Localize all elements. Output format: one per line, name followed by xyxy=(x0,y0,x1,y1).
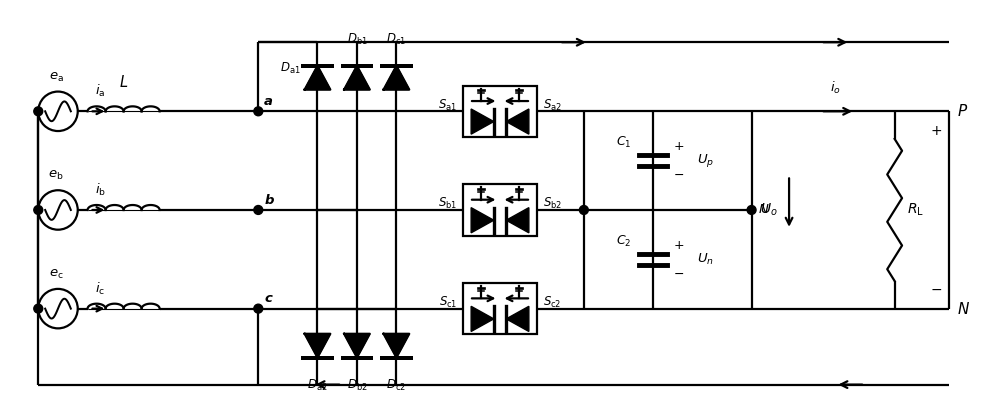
Text: $S_{\rm c2}$: $S_{\rm c2}$ xyxy=(543,295,561,310)
Text: $D_{\rm a2}$: $D_{\rm a2}$ xyxy=(307,378,328,393)
Text: $e_{\rm a}$: $e_{\rm a}$ xyxy=(49,71,63,84)
Polygon shape xyxy=(471,208,494,233)
Text: $N$: $N$ xyxy=(957,300,970,317)
Circle shape xyxy=(747,205,756,215)
Circle shape xyxy=(34,304,43,313)
Text: $D_{\rm c1}$: $D_{\rm c1}$ xyxy=(386,32,406,47)
Polygon shape xyxy=(344,66,370,90)
Text: $S_{\rm a1}$: $S_{\rm a1}$ xyxy=(438,98,457,113)
Text: $i_{\rm a}$: $i_{\rm a}$ xyxy=(95,83,106,100)
Polygon shape xyxy=(506,208,529,233)
Circle shape xyxy=(34,205,43,215)
Text: $D_{\rm a1}$: $D_{\rm a1}$ xyxy=(280,61,301,76)
Polygon shape xyxy=(384,66,409,90)
Text: $+$: $+$ xyxy=(673,239,684,252)
Polygon shape xyxy=(471,306,494,332)
Text: $D_{\rm c2}$: $D_{\rm c2}$ xyxy=(386,378,406,393)
Circle shape xyxy=(254,304,263,313)
Polygon shape xyxy=(384,334,409,357)
Text: $S_{\rm b1}$: $S_{\rm b1}$ xyxy=(438,196,457,211)
Text: $i_{\rm c}$: $i_{\rm c}$ xyxy=(95,281,106,297)
Text: $U_p$: $U_p$ xyxy=(697,152,714,169)
Text: $+$: $+$ xyxy=(673,140,684,153)
Text: $L$: $L$ xyxy=(119,73,128,90)
Text: $S_{\rm c1}$: $S_{\rm c1}$ xyxy=(439,295,457,310)
Text: $S_{\rm a2}$: $S_{\rm a2}$ xyxy=(543,98,562,113)
Text: a: a xyxy=(264,95,273,108)
Polygon shape xyxy=(305,334,330,357)
Circle shape xyxy=(579,205,588,215)
Text: $P$: $P$ xyxy=(957,103,968,119)
Text: $C_1$: $C_1$ xyxy=(616,135,631,150)
Text: $e_{\rm c}$: $e_{\rm c}$ xyxy=(49,268,63,281)
Text: $C_2$: $C_2$ xyxy=(616,234,631,249)
Text: $-$: $-$ xyxy=(673,168,684,181)
Polygon shape xyxy=(344,334,370,357)
Text: $U_o$: $U_o$ xyxy=(760,202,777,218)
Text: $D_{\rm b1}$: $D_{\rm b1}$ xyxy=(347,32,367,47)
Text: $D_{\rm b2}$: $D_{\rm b2}$ xyxy=(347,378,367,393)
Text: $e_{\rm b}$: $e_{\rm b}$ xyxy=(48,169,64,182)
Polygon shape xyxy=(506,306,529,332)
Text: $S_{\rm b2}$: $S_{\rm b2}$ xyxy=(543,196,562,211)
Circle shape xyxy=(254,205,263,215)
Text: $-$: $-$ xyxy=(930,282,942,296)
Polygon shape xyxy=(506,109,529,134)
Text: $R_{\rm L}$: $R_{\rm L}$ xyxy=(907,202,925,218)
Text: c: c xyxy=(264,292,272,305)
Text: $i_{\rm b}$: $i_{\rm b}$ xyxy=(95,182,107,198)
Circle shape xyxy=(34,107,43,116)
Polygon shape xyxy=(471,109,494,134)
Text: $-$: $-$ xyxy=(673,266,684,280)
Text: $i_o$: $i_o$ xyxy=(830,79,841,95)
Text: $U_n$: $U_n$ xyxy=(697,252,714,267)
Polygon shape xyxy=(305,66,330,90)
Text: $N$: $N$ xyxy=(758,203,770,217)
Text: $+$: $+$ xyxy=(930,124,942,138)
Text: b: b xyxy=(264,194,274,207)
Circle shape xyxy=(254,107,263,116)
